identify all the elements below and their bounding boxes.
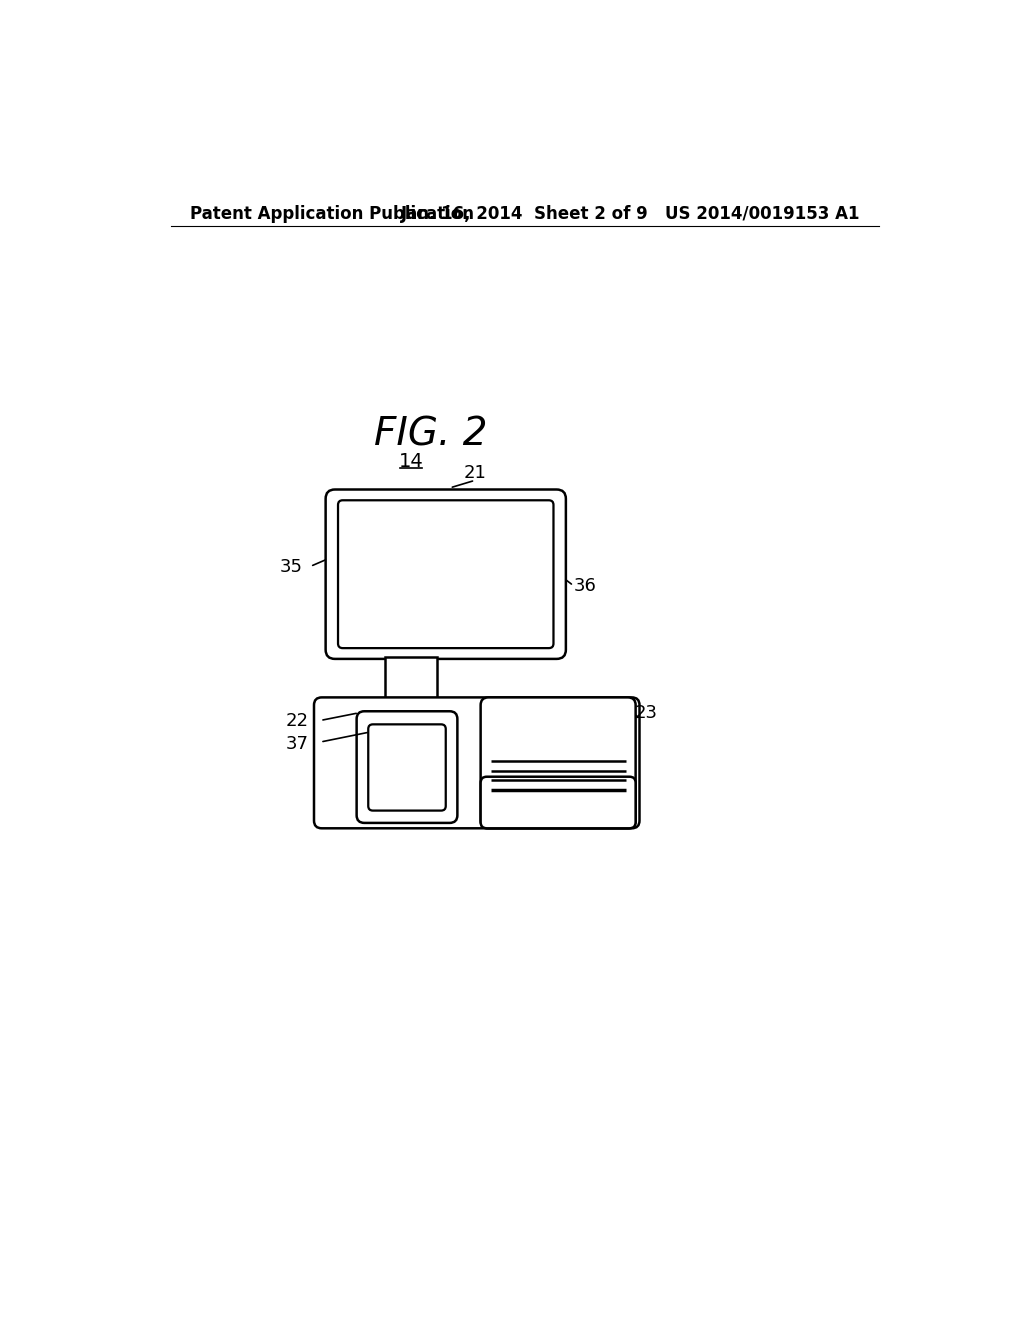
- FancyBboxPatch shape: [338, 500, 554, 648]
- FancyBboxPatch shape: [369, 725, 445, 810]
- Text: 36: 36: [573, 577, 597, 595]
- FancyBboxPatch shape: [480, 697, 636, 829]
- FancyBboxPatch shape: [326, 490, 566, 659]
- Text: FIG. 2: FIG. 2: [374, 414, 487, 453]
- Text: Patent Application Publication: Patent Application Publication: [190, 205, 474, 223]
- Text: 14: 14: [398, 451, 423, 470]
- FancyBboxPatch shape: [314, 697, 640, 829]
- Text: Jan. 16, 2014  Sheet 2 of 9: Jan. 16, 2014 Sheet 2 of 9: [401, 205, 648, 223]
- Text: 22: 22: [286, 711, 308, 730]
- Text: 35: 35: [280, 557, 302, 576]
- Text: 21: 21: [464, 463, 486, 482]
- Text: 37: 37: [286, 735, 308, 752]
- FancyBboxPatch shape: [356, 711, 458, 822]
- Text: US 2014/0019153 A1: US 2014/0019153 A1: [666, 205, 859, 223]
- Bar: [385, 657, 437, 700]
- Text: 23: 23: [634, 704, 657, 722]
- FancyBboxPatch shape: [480, 776, 636, 829]
